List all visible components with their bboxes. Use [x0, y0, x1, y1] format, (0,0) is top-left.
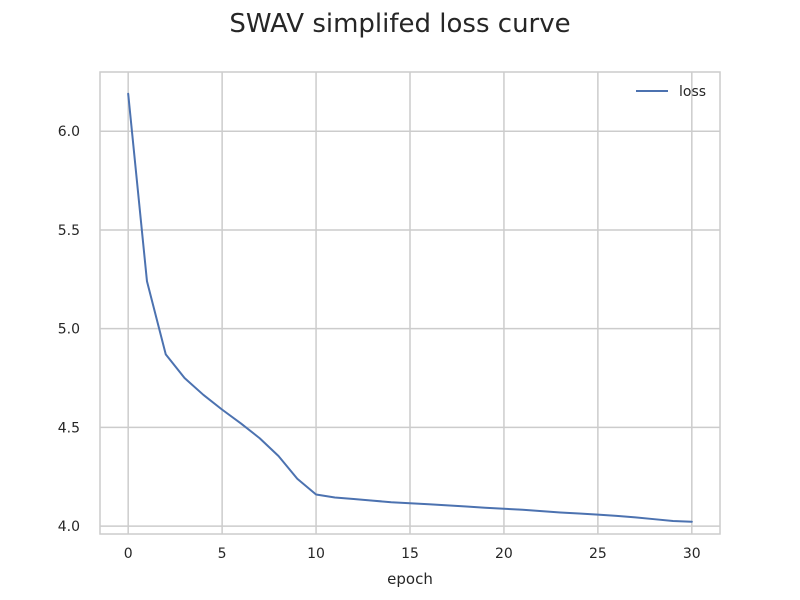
y-tick-label: 6.0 — [58, 124, 80, 140]
legend: loss — [636, 84, 706, 100]
series-layer — [127, 92, 693, 523]
x-tick-label: 5 — [218, 546, 227, 562]
x-tick-label: 10 — [307, 546, 325, 562]
y-tick-label: 5.0 — [58, 322, 80, 338]
grid — [100, 72, 720, 534]
plot-frame — [99, 71, 721, 535]
x-tick-label: 30 — [683, 546, 701, 562]
y-tick-label: 4.5 — [58, 420, 80, 436]
y-tick-label: 4.0 — [58, 519, 80, 535]
x-axis-label: epoch — [387, 570, 433, 588]
y-tick-label: 5.5 — [58, 223, 80, 239]
chart-title: SWAV simplifed loss curve — [229, 9, 570, 39]
x-tick-label: 15 — [401, 546, 419, 562]
y-axis-ticks: 4.0 4.5 5.0 5.5 6.0 — [58, 124, 80, 535]
x-tick-label: 0 — [124, 546, 133, 562]
series-line-loss — [127, 92, 693, 523]
legend-label-loss: loss — [679, 84, 706, 100]
x-tick-label: 25 — [589, 546, 607, 562]
x-axis-ticks: 0 5 10 15 20 25 30 — [124, 546, 701, 562]
x-tick-label: 20 — [495, 546, 513, 562]
